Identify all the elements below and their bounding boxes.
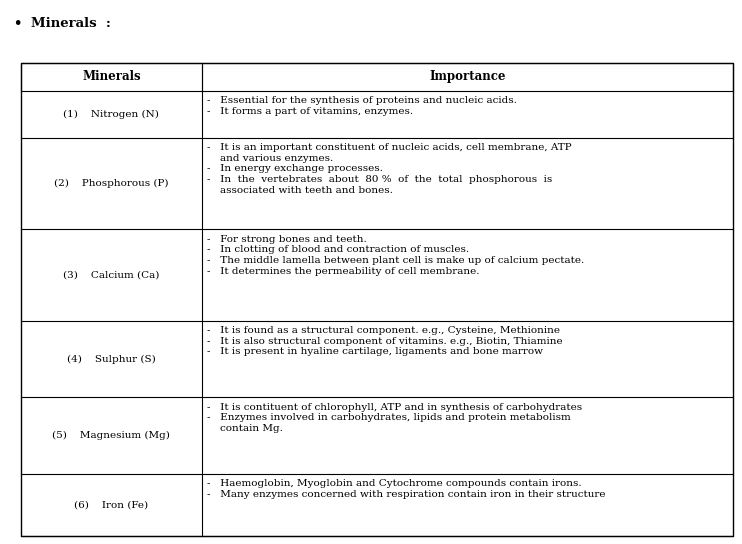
Text: -   It is an important constituent of nucleic acids, cell membrane, ATP: - It is an important constituent of nucl… (207, 143, 571, 152)
Text: -   It determines the permeability of cell membrane.: - It determines the permeability of cell… (207, 267, 479, 276)
Text: -   In clotting of blood and contraction of muscles.: - In clotting of blood and contraction o… (207, 245, 469, 255)
Text: (3)    Calcium (Ca): (3) Calcium (Ca) (63, 270, 160, 280)
Text: -   It is found as a structural component. e.g., Cysteine, Methionine: - It is found as a structural component.… (207, 326, 560, 335)
Text: Minerals  :: Minerals : (31, 17, 111, 30)
Text: Minerals: Minerals (82, 70, 141, 83)
Text: -   For strong bones and teeth.: - For strong bones and teeth. (207, 234, 367, 244)
Text: -   Many enzymes concerned with respiration contain iron in their structure: - Many enzymes concerned with respiratio… (207, 490, 605, 499)
Text: -   In energy exchange processes.: - In energy exchange processes. (207, 164, 383, 174)
Text: -   Haemoglobin, Myoglobin and Cytochrome compounds contain irons.: - Haemoglobin, Myoglobin and Cytochrome … (207, 479, 582, 489)
Text: (1)    Nitrogen (N): (1) Nitrogen (N) (63, 110, 160, 119)
Text: (5)    Magnesium (Mg): (5) Magnesium (Mg) (53, 431, 170, 440)
Text: associated with teeth and bones.: associated with teeth and bones. (207, 186, 393, 195)
Text: -   The middle lamella between plant cell is make up of calcium pectate.: - The middle lamella between plant cell … (207, 256, 584, 265)
Text: contain Mg.: contain Mg. (207, 424, 283, 433)
Text: (2)    Phosphorous (P): (2) Phosphorous (P) (54, 179, 168, 188)
Text: -   It is contituent of chlorophyll, ATP and in synthesis of carbohydrates: - It is contituent of chlorophyll, ATP a… (207, 403, 582, 412)
Text: (6)    Iron (Fe): (6) Iron (Fe) (74, 500, 148, 509)
Text: -   It is present in hyaline cartilage, ligaments and bone marrow: - It is present in hyaline cartilage, li… (207, 348, 543, 356)
Text: (4)    Sulphur (S): (4) Sulphur (S) (67, 355, 156, 363)
Text: -   Enzymes involved in carbohydrates, lipids and protein metabolism: - Enzymes involved in carbohydrates, lip… (207, 413, 571, 423)
Text: •: • (13, 17, 22, 30)
Text: -   In  the  vertebrates  about  80 %  of  the  total  phosphorous  is: - In the vertebrates about 80 % of the t… (207, 175, 552, 184)
Text: and various enzymes.: and various enzymes. (207, 154, 333, 163)
Text: -   Essential for the synthesis of proteins and nucleic acids.: - Essential for the synthesis of protein… (207, 96, 517, 106)
Text: -   It is also structural component of vitamins. e.g., Biotin, Thiamine: - It is also structural component of vit… (207, 337, 562, 346)
Text: -   It forms a part of vitamins, enzymes.: - It forms a part of vitamins, enzymes. (207, 107, 413, 116)
Text: Importance: Importance (429, 70, 506, 83)
